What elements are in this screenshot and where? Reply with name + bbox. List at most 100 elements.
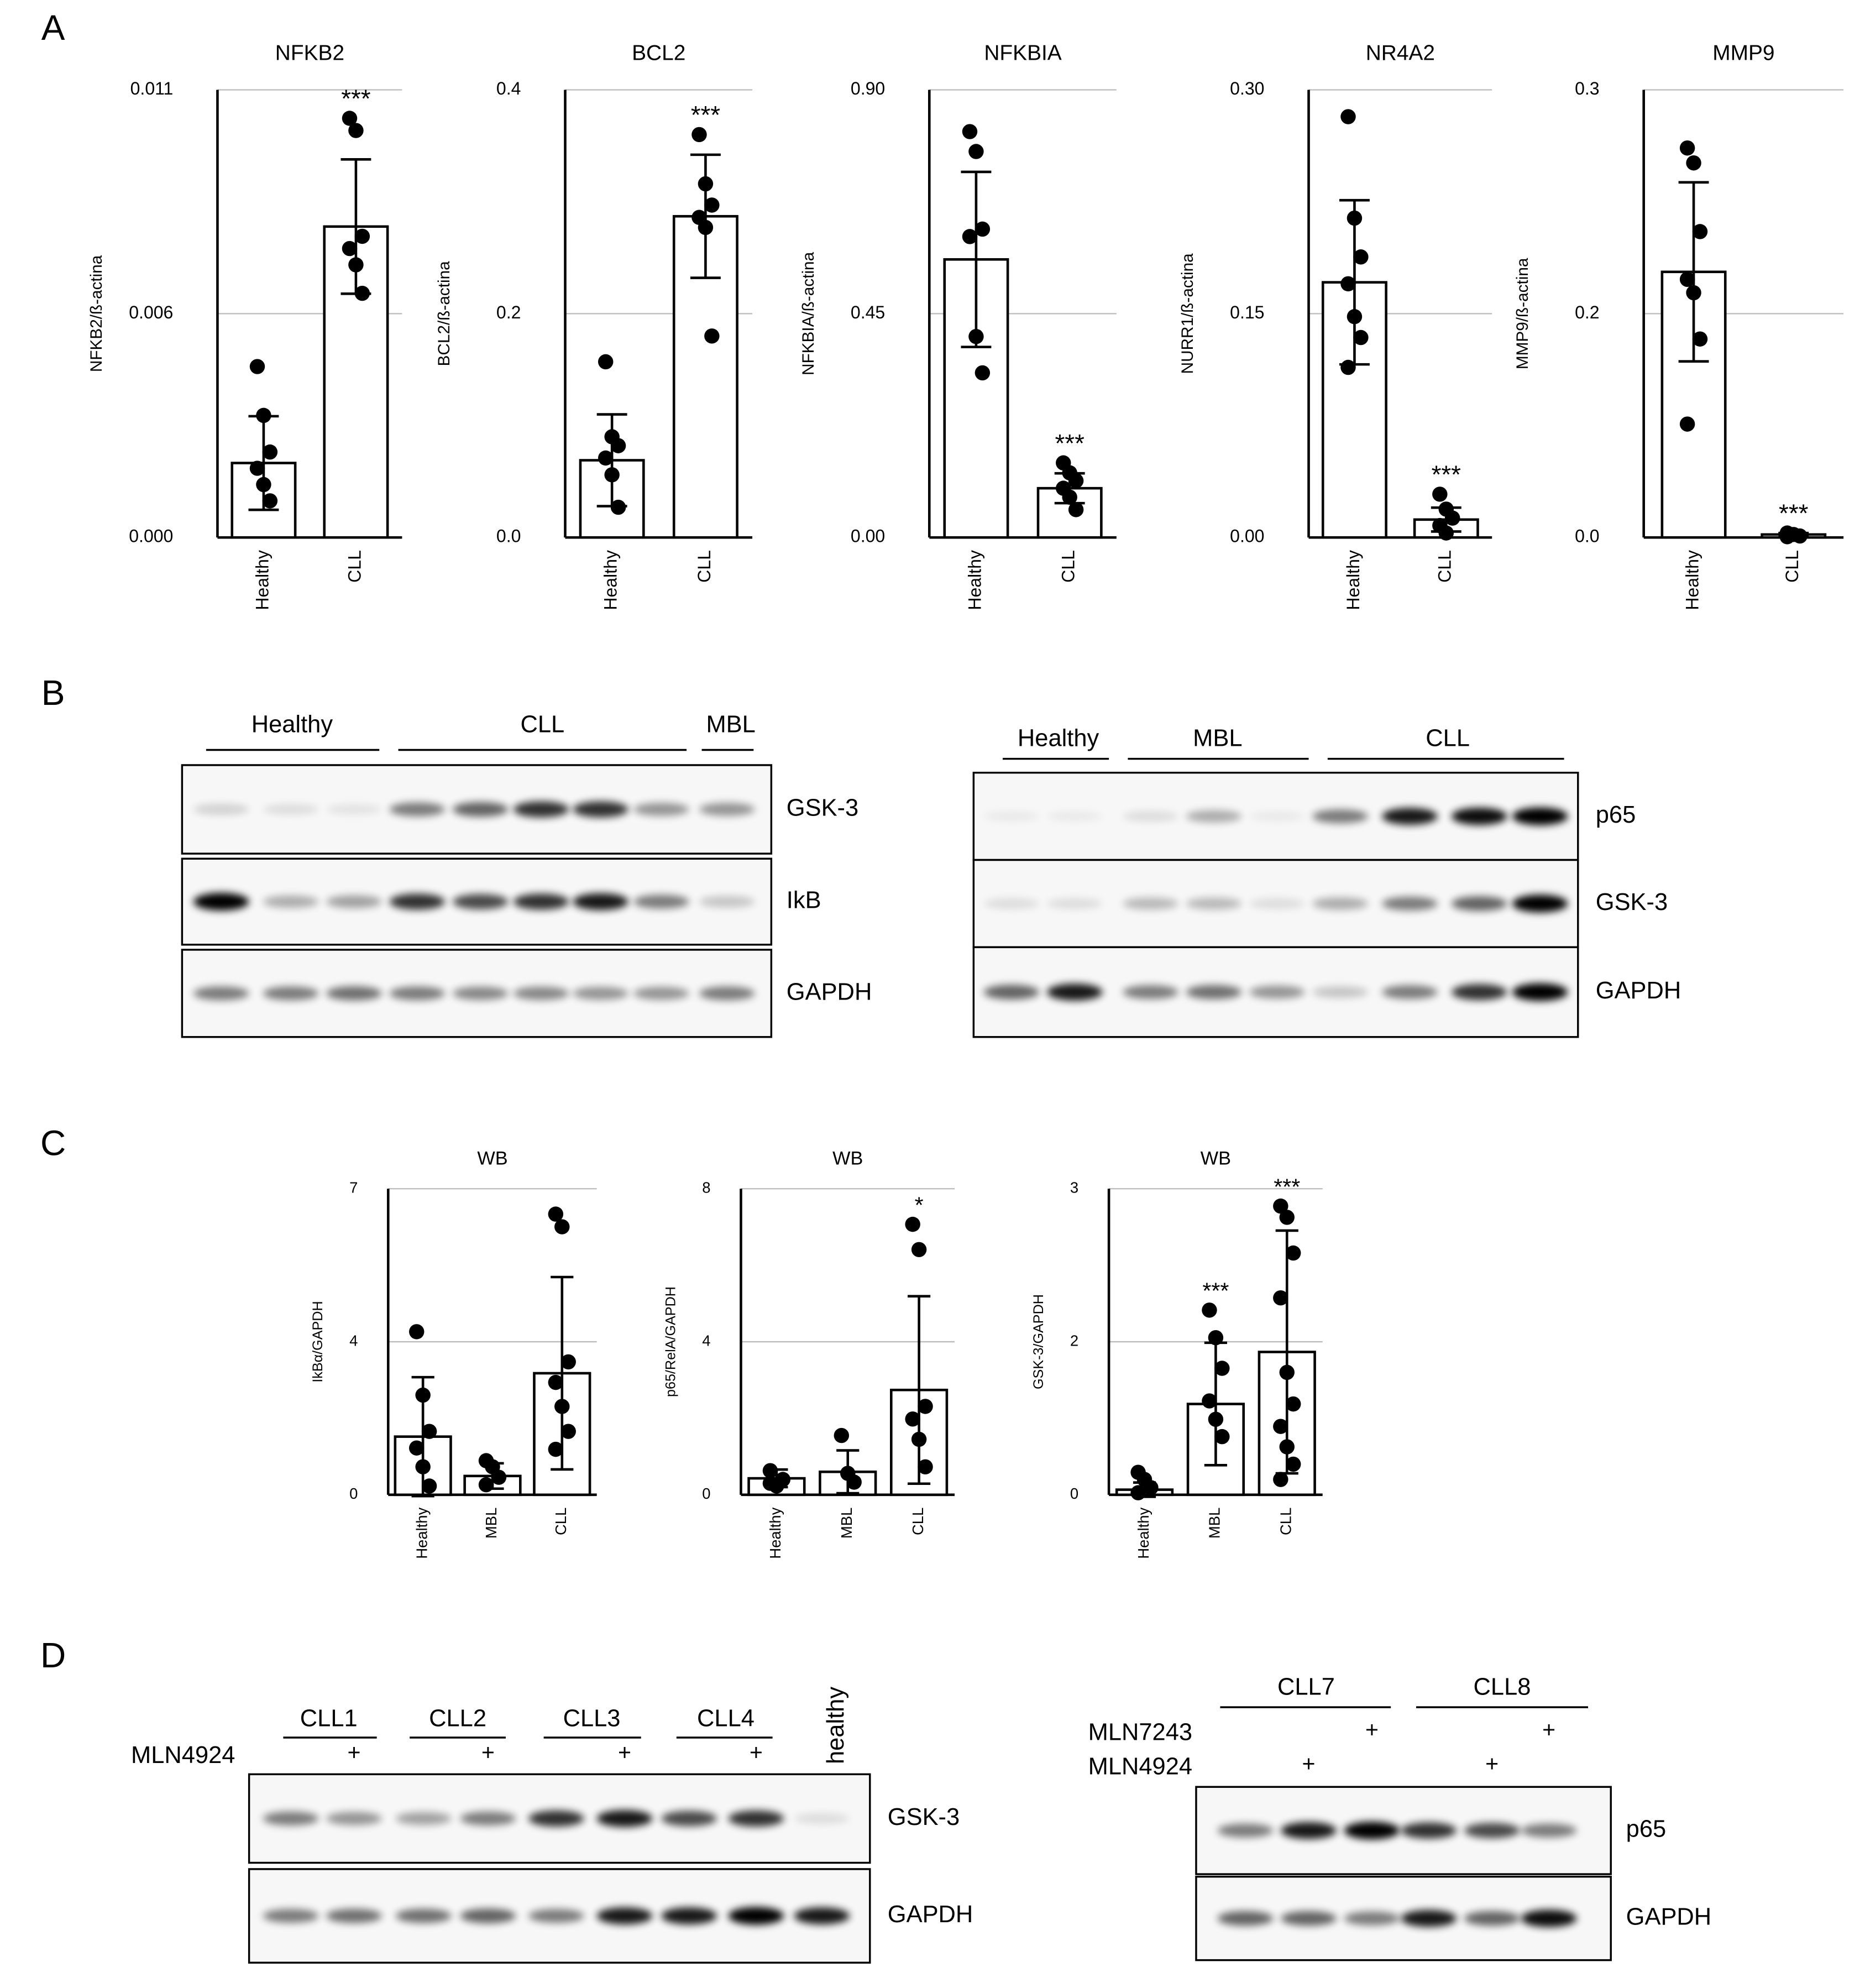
data-point bbox=[1353, 249, 1369, 265]
data-point bbox=[918, 1459, 933, 1475]
treatment-mark: + bbox=[750, 1740, 763, 1765]
x-tick-label: Healthy bbox=[413, 1507, 430, 1558]
lane-group-label: CLL8 bbox=[1474, 1673, 1531, 1700]
band bbox=[395, 1908, 452, 1923]
significance-label: *** bbox=[1432, 461, 1461, 489]
band bbox=[1217, 1911, 1274, 1926]
data-point bbox=[415, 1387, 431, 1403]
data-point bbox=[918, 1399, 933, 1414]
data-point bbox=[1202, 1302, 1217, 1318]
data-point bbox=[408, 1324, 425, 1340]
band bbox=[1382, 896, 1438, 911]
data-point bbox=[610, 438, 626, 453]
band bbox=[1521, 1909, 1577, 1927]
band bbox=[1312, 986, 1369, 998]
band bbox=[193, 893, 249, 911]
lane-group-label: CLL bbox=[1426, 725, 1470, 752]
data-point bbox=[421, 1424, 437, 1439]
data-point bbox=[1679, 140, 1695, 156]
data-point bbox=[1214, 1361, 1230, 1376]
band bbox=[193, 803, 249, 815]
y-axis-label: p65/RelA/GAPDH bbox=[663, 1286, 678, 1397]
y-tick-label: 0.90 bbox=[851, 79, 885, 98]
band bbox=[1312, 897, 1369, 910]
error-bar bbox=[961, 170, 992, 348]
y-tick-label: 0.15 bbox=[1230, 302, 1264, 322]
data-point bbox=[262, 493, 278, 509]
blot-row-label: GSK-3 bbox=[787, 795, 858, 822]
data-point bbox=[698, 176, 714, 192]
treatment-mark: + bbox=[481, 1740, 495, 1765]
band bbox=[1452, 896, 1507, 911]
y-tick-label: 4 bbox=[702, 1332, 710, 1349]
band bbox=[1047, 811, 1103, 822]
band bbox=[1281, 1911, 1337, 1926]
x-tick-label: Healthy bbox=[252, 550, 272, 610]
data-point bbox=[554, 1219, 570, 1234]
y-tick-label: 0 bbox=[349, 1485, 358, 1502]
data-point bbox=[1779, 529, 1795, 545]
data-point bbox=[1347, 210, 1363, 226]
band bbox=[389, 986, 446, 1001]
data-point bbox=[256, 477, 271, 493]
lane-group-label: CLL4 bbox=[697, 1705, 755, 1731]
data-point bbox=[478, 1477, 494, 1493]
data-point bbox=[604, 467, 620, 483]
lane-group-label: MBL bbox=[1193, 725, 1242, 752]
band bbox=[460, 1811, 516, 1826]
band bbox=[513, 801, 569, 818]
band bbox=[1512, 983, 1568, 1001]
band bbox=[263, 986, 319, 1001]
band bbox=[1186, 810, 1242, 823]
data-point bbox=[1438, 525, 1454, 541]
data-point bbox=[262, 444, 278, 460]
data-point bbox=[421, 1478, 437, 1494]
band bbox=[326, 986, 382, 1001]
band bbox=[452, 894, 509, 909]
data-point bbox=[1679, 416, 1695, 432]
x-tick-label: CLL bbox=[694, 550, 714, 583]
lane-group-label: CLL1 bbox=[300, 1705, 358, 1731]
y-axis-label: BCL2/ß-actina bbox=[435, 261, 453, 366]
data-point bbox=[1279, 1364, 1295, 1380]
data-point bbox=[1273, 1419, 1288, 1434]
band bbox=[1344, 1822, 1400, 1840]
data-point bbox=[1068, 502, 1084, 517]
y-tick-label: 0.00 bbox=[851, 526, 885, 546]
data-point bbox=[548, 1441, 564, 1457]
data-point bbox=[554, 1399, 570, 1414]
x-tick-label: CLL bbox=[1435, 550, 1455, 583]
data-point bbox=[1692, 331, 1708, 347]
band bbox=[1464, 1823, 1520, 1839]
band bbox=[1382, 985, 1438, 1000]
chart-title: NFKB2 bbox=[275, 41, 344, 65]
data-point bbox=[1208, 1330, 1224, 1346]
x-tick-label: CLL bbox=[1059, 550, 1078, 583]
band bbox=[1344, 1911, 1400, 1926]
data-point bbox=[704, 197, 720, 213]
band bbox=[699, 803, 755, 816]
lane-group-label: CLL bbox=[520, 712, 564, 738]
data-point bbox=[342, 240, 358, 257]
y-tick-label: 0.000 bbox=[129, 526, 173, 546]
data-point bbox=[1347, 309, 1363, 325]
data-point bbox=[354, 228, 370, 244]
x-tick-label: Healthy bbox=[1683, 550, 1702, 610]
blot-row-label: p65 bbox=[1626, 1816, 1667, 1843]
data-point bbox=[968, 144, 984, 159]
error-bar bbox=[908, 1295, 931, 1485]
blot-row-label: GAPDH bbox=[1626, 1904, 1712, 1931]
data-point bbox=[348, 257, 364, 273]
significance-label: *** bbox=[1779, 499, 1809, 527]
data-point bbox=[1208, 1411, 1224, 1427]
data-point bbox=[1792, 528, 1808, 544]
band bbox=[1123, 897, 1178, 910]
significance-label: *** bbox=[1274, 1174, 1300, 1199]
x-tick-label: MBL bbox=[483, 1508, 500, 1539]
data-point bbox=[610, 499, 626, 515]
band bbox=[326, 804, 382, 815]
chart-title: WB bbox=[832, 1148, 863, 1169]
band bbox=[633, 894, 689, 909]
band bbox=[1382, 808, 1438, 825]
